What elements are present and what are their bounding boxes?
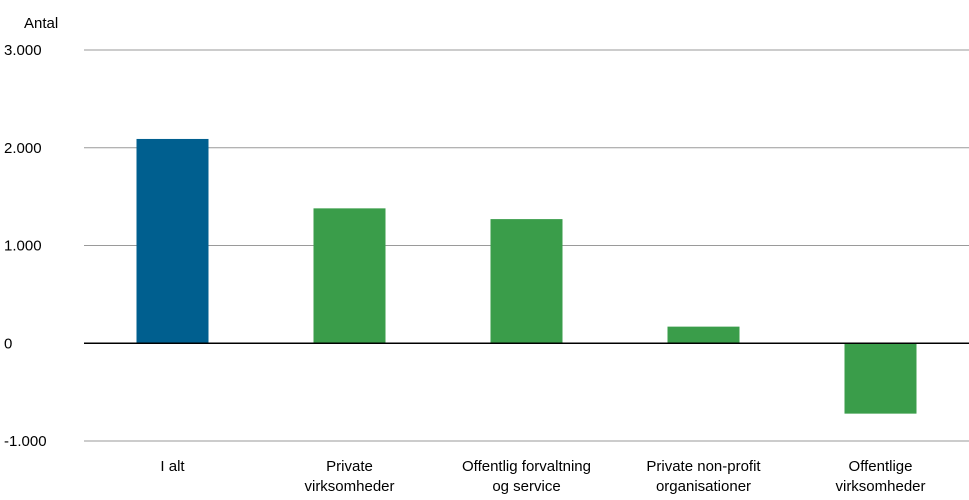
bar	[844, 343, 917, 414]
y-tick-labels: -1.000 0 1.000 2.000 3.000	[4, 42, 47, 450]
y-axis-unit-label: Antal	[24, 15, 58, 32]
category-label: organisationer	[656, 478, 751, 495]
category-label: Offentlig forvaltning	[462, 458, 591, 475]
bar	[313, 208, 386, 344]
bars	[136, 138, 917, 414]
category-label: og service	[492, 478, 560, 495]
y-tick-label: 2.000	[4, 140, 42, 157]
category-label: I alt	[160, 458, 185, 475]
y-tick-label: 0	[4, 335, 12, 352]
category-label: virksomheder	[835, 478, 925, 495]
y-tick-label: -1.000	[4, 433, 47, 450]
category-label: Offentlige	[849, 458, 913, 475]
bar	[667, 326, 740, 344]
category-labels: I alt Private virksomheder Offentlig forval…	[160, 458, 925, 495]
category-label: virksomheder	[304, 478, 394, 495]
y-tick-label: 1.000	[4, 238, 42, 255]
category-label: Private non-profit	[646, 458, 761, 475]
bar	[136, 138, 209, 344]
category-label: Private	[326, 458, 373, 475]
bar	[490, 219, 563, 344]
y-tick-label: 3.000	[4, 42, 42, 59]
gridlines	[84, 49, 969, 442]
